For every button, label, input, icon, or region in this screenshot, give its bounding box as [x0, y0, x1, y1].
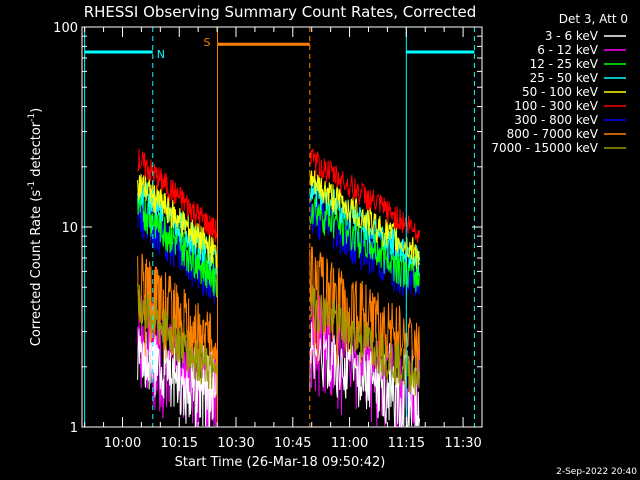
y-axis-label: Corrected Count Rate (s-1 detector-1) [27, 108, 44, 346]
footer-date: 2-Sep-2022 20:40 [556, 467, 637, 477]
y-axis-label-mid: detector [29, 121, 44, 181]
y-tick-label: 100 [53, 21, 78, 36]
annotation-label: N [157, 48, 165, 61]
x-tick-label: 11:00 [331, 436, 368, 451]
x-tick-label: 11:15 [388, 436, 425, 451]
y-tick-label: 1 [70, 421, 78, 436]
x-axis: 10:00 10:15 10:30 10:45 11:00 11:15 11:30 [84, 27, 483, 451]
series-line [137, 174, 218, 268]
legend-label: 12 - 25 keV [530, 57, 599, 71]
series-line [309, 193, 421, 297]
legend-label: 300 - 800 keV [514, 113, 598, 127]
legend-label: 6 - 12 keV [537, 43, 599, 57]
y-axis-label-exp2: -1 [27, 113, 37, 122]
annotation-label: S [203, 36, 210, 49]
series-line [309, 246, 421, 380]
series-line [137, 148, 218, 243]
x-tick-label: 10:30 [217, 436, 254, 451]
legend-label: 25 - 50 keV [530, 71, 599, 85]
series-line [309, 322, 421, 427]
plot-area: NS [84, 27, 475, 427]
legend-label: 800 - 7000 keV [507, 127, 599, 141]
x-tick-label: 10:45 [274, 436, 311, 451]
legend-label: 7000 - 15000 keV [491, 141, 598, 155]
series-line [309, 285, 421, 396]
x-tick-label: 10:15 [161, 436, 198, 451]
y-axis-label-prefix: Corrected Count Rate (s [29, 190, 44, 347]
x-tick-label: 11:30 [444, 436, 481, 451]
series-line [309, 170, 421, 269]
y-tick-label: 10 [61, 221, 78, 236]
legend-label: 3 - 6 keV [545, 29, 599, 43]
y-axis: 1 10 100 [53, 21, 482, 436]
series-line [137, 253, 218, 371]
chart-title: RHESSI Observing Summary Count Rates, Co… [84, 3, 477, 21]
x-tick-label: 10:00 [104, 436, 141, 451]
series-line [137, 283, 218, 402]
legend-label: 100 - 300 keV [514, 99, 598, 113]
series-line [309, 148, 421, 243]
y-axis-label-exp1: -1 [27, 181, 37, 190]
series-line [137, 328, 218, 427]
series-line [137, 295, 218, 427]
legend-title: Det 3, Att 0 [559, 12, 628, 26]
x-axis-label: Start Time (26-Mar-18 09:50:42) [175, 455, 386, 470]
y-axis-label-suffix: ) [29, 108, 44, 113]
legend-label: 50 - 100 keV [522, 85, 599, 99]
